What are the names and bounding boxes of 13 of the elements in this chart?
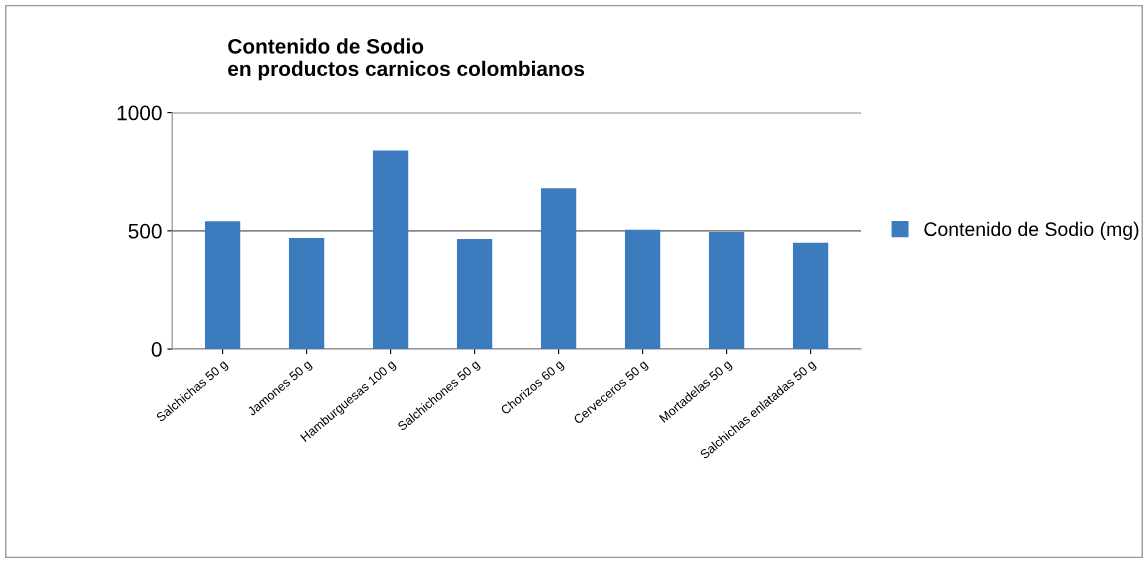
bar bbox=[288, 237, 325, 350]
y-tick-label: 0 bbox=[151, 342, 162, 357]
bar bbox=[792, 242, 829, 350]
bar bbox=[372, 150, 409, 350]
bar bbox=[624, 229, 661, 350]
y-tick-label: 1000 bbox=[117, 105, 162, 121]
bar bbox=[708, 232, 745, 350]
chart-title: Contenido de Sodio en productos carnicos colombianos bbox=[228, 38, 585, 81]
bar bbox=[204, 221, 241, 350]
y-tick-label: 500 bbox=[128, 223, 162, 239]
bar bbox=[540, 188, 577, 350]
bar bbox=[456, 239, 493, 350]
legend-label: Contenido de Sodio (mg) bbox=[924, 221, 1139, 240]
